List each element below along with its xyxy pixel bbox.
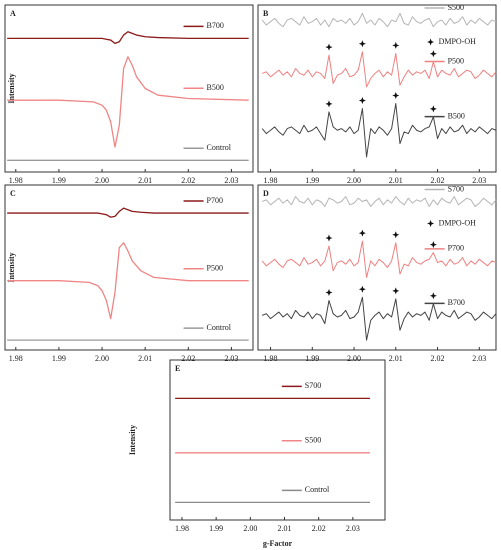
x-tick-label: 2.01: [278, 524, 292, 533]
legend-label: P500: [207, 264, 223, 273]
legend-label: Control: [207, 143, 232, 152]
annotation: DMPO-OH: [439, 218, 477, 227]
x-tick-label: 2.01: [389, 354, 403, 363]
panel-frame: [169, 359, 386, 521]
peak-marker: [325, 43, 333, 51]
y-axis-label: Intensity: [7, 252, 16, 282]
legend-label: P700: [448, 244, 464, 253]
series-line: [261, 103, 497, 158]
panel-label: A: [10, 9, 16, 18]
x-tick-label: 2.03: [472, 176, 486, 185]
peak-marker: [429, 292, 437, 300]
x-tick-label: 1.98: [264, 354, 278, 363]
series-line: [261, 51, 497, 88]
x-tick-label: 1.99: [305, 176, 319, 185]
peak-marker: [325, 289, 333, 296]
legend-label: B700: [207, 21, 224, 30]
x-tick-label: 1.99: [52, 354, 66, 363]
panel-frame: [4, 184, 254, 351]
x-tick-label: 2.02: [431, 354, 445, 363]
panel-label: D: [263, 189, 269, 198]
legend-label: B700: [448, 298, 465, 307]
peak-marker: [392, 231, 400, 239]
peak-marker: [358, 229, 366, 237]
x-tick-label: 1.98: [9, 354, 23, 363]
peak-marker: [325, 100, 333, 108]
x-tick-label: 1.99: [209, 524, 223, 533]
series-line: [7, 207, 249, 218]
legend-label: P700: [207, 196, 223, 205]
panel-label: C: [10, 189, 16, 198]
x-tick-label: 2.00: [95, 176, 109, 185]
panel-label: E: [175, 364, 180, 373]
x-tick-label: 2.02: [181, 354, 195, 363]
peak-marker: [392, 41, 400, 49]
legend-label: P500: [448, 56, 464, 65]
x-tick-label: 2.02: [312, 524, 326, 533]
x-tick-label: 2.03: [224, 354, 238, 363]
x-tick-label: 2.03: [224, 176, 238, 185]
peak-marker: [392, 287, 400, 295]
x-tick-label: 1.99: [52, 176, 66, 185]
y-axis-label: Intensity: [128, 425, 137, 455]
x-tick-label: 2.01: [138, 354, 152, 363]
x-tick-label: 2.03: [472, 354, 486, 363]
y-axis-label: Intensity: [7, 73, 16, 103]
peak-marker: [429, 105, 437, 113]
panel-frame: [257, 4, 497, 173]
x-tick-label: 1.99: [305, 354, 319, 363]
legend-label: S500: [305, 436, 321, 445]
legend-label: Control: [207, 323, 232, 332]
x-tick-label: 2.03: [346, 524, 360, 533]
panel-frame: [4, 4, 254, 173]
series-line: [7, 56, 249, 148]
legend-label: S700: [305, 381, 321, 390]
panel-label: B: [263, 9, 269, 18]
x-tick-label: 2.00: [243, 524, 257, 533]
series-line: [261, 296, 497, 341]
peak-marker: [429, 50, 437, 58]
series-line: [261, 240, 497, 278]
peak-marker: [358, 40, 366, 48]
x-tick-label: 2.02: [431, 176, 445, 185]
x-tick-label: 2.01: [389, 176, 403, 185]
x-tick-label: 2.02: [181, 176, 195, 185]
legend-label: B500: [207, 83, 224, 92]
peak-marker: [429, 241, 437, 249]
legend-label: B500: [448, 111, 465, 120]
x-tick-label: 1.98: [9, 176, 23, 185]
x-tick-label: 1.98: [264, 176, 278, 185]
x-tick-label: 2.00: [347, 354, 361, 363]
annotation-marker: [427, 38, 435, 46]
annotation: DMPO-OH: [439, 37, 477, 46]
peak-marker: [325, 234, 333, 242]
legend-label: S500: [448, 3, 464, 12]
series-line: [7, 242, 249, 320]
series-line: [261, 12, 497, 28]
peak-marker: [358, 97, 366, 105]
x-tick-label: 2.00: [347, 176, 361, 185]
x-tick-label: 2.01: [138, 176, 152, 185]
legend-label: Control: [305, 485, 330, 494]
annotation-marker: [427, 220, 435, 227]
x-axis-label: g-Factor: [263, 539, 293, 548]
series-line: [7, 31, 249, 45]
peak-marker: [392, 92, 400, 100]
x-tick-label: 1.98: [175, 524, 189, 533]
legend-label: S700: [448, 184, 464, 193]
x-tick-label: 2.00: [95, 354, 109, 363]
peak-marker: [358, 285, 366, 293]
panel-frame: [257, 184, 497, 351]
series-line: [261, 196, 497, 207]
